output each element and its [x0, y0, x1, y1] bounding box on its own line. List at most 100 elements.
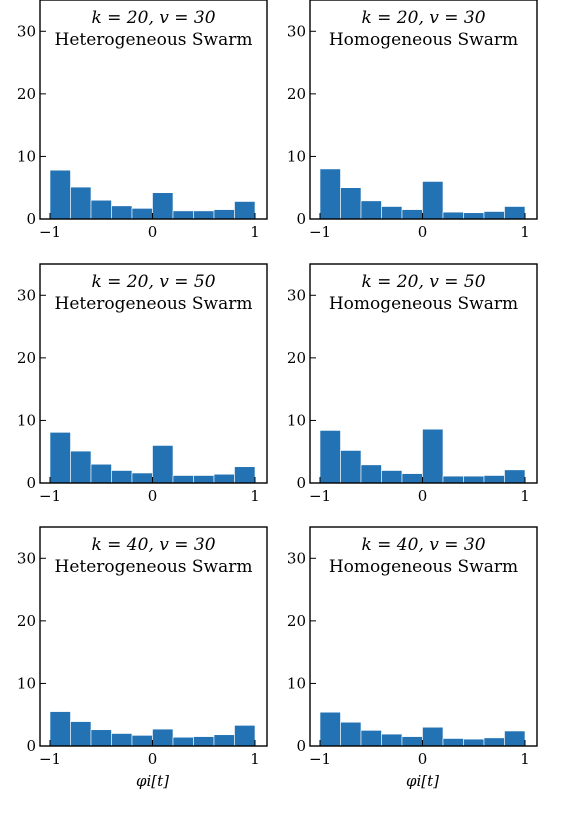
histogram-bar [381, 206, 403, 220]
histogram-bar [90, 729, 112, 747]
x-tick-label: −1 [39, 487, 61, 505]
histogram-bar [213, 734, 235, 747]
histogram-bar [360, 730, 382, 747]
axes-frame [39, 526, 268, 747]
panel-title-swarm: Homogeneous Swarm [329, 557, 518, 577]
histogram-bar [234, 725, 256, 747]
x-tick-label: 1 [250, 750, 260, 768]
y-tick-label: 30 [287, 549, 306, 567]
histogram-bar [381, 733, 403, 747]
axes-frame [39, 0, 268, 220]
histogram-bar [463, 475, 485, 484]
y-tick-label: 10 [287, 674, 306, 692]
x-tick-label: 0 [148, 223, 158, 241]
histogram-bar [152, 192, 174, 220]
x-tick-label: 1 [520, 223, 530, 241]
histogram-bar [152, 445, 174, 484]
histogram-bar [131, 735, 153, 747]
x-tick-label: 1 [250, 487, 260, 505]
histogram-bar [504, 469, 526, 484]
axes-frame [309, 0, 538, 220]
y-tick-label: 20 [287, 612, 306, 630]
axes-frame [39, 263, 268, 484]
y-tick-label: 20 [17, 612, 36, 630]
x-tick-label: −1 [309, 223, 331, 241]
x-tick-label: 1 [250, 223, 260, 241]
histogram-bar [234, 201, 256, 220]
histogram-bar [442, 738, 464, 747]
histogram-bar [49, 169, 71, 220]
histogram-bar [234, 466, 256, 484]
histogram-bar [111, 733, 133, 747]
panel-title-swarm: Homogeneous Swarm [329, 30, 518, 50]
y-tick-label: 0 [296, 210, 306, 228]
y-tick-label: 0 [296, 737, 306, 755]
y-tick-label: 20 [17, 349, 36, 367]
histogram-bar [172, 736, 194, 747]
x-tick-label: 0 [148, 487, 158, 505]
histogram-bar [504, 730, 526, 747]
panel-title-swarm: Heterogeneous Swarm [55, 294, 253, 314]
y-tick-label: 30 [17, 22, 36, 40]
histogram-bar [381, 470, 403, 484]
x-tick-label: −1 [39, 223, 61, 241]
histogram-bar [483, 475, 505, 484]
histogram-bar [360, 200, 382, 220]
histogram-bar [172, 475, 194, 484]
histogram-bar [422, 726, 444, 747]
histogram-bar [90, 199, 112, 220]
histogram-bar [401, 736, 423, 747]
y-tick-label: 0 [26, 737, 36, 755]
histogram-bar [70, 186, 92, 220]
panel-title-params: k = 20, v = 30 [361, 8, 485, 28]
x-tick-label: 0 [148, 750, 158, 768]
y-tick-label: 20 [287, 85, 306, 103]
histogram-bar [70, 721, 92, 747]
histogram-bar [90, 463, 112, 484]
panel-title-swarm: Heterogeneous Swarm [55, 30, 253, 50]
histogram-bar [360, 464, 382, 484]
y-tick-label: 10 [17, 674, 36, 692]
histogram-bar [504, 206, 526, 220]
x-tick-label: 0 [418, 487, 428, 505]
x-tick-label: −1 [39, 750, 61, 768]
axes-frame [309, 526, 538, 747]
histogram-bar [340, 721, 362, 747]
histogram-bar [213, 473, 235, 484]
histogram-bar [422, 428, 444, 484]
histogram-bar [49, 711, 71, 747]
x-axis-label: φi[t] [406, 772, 439, 790]
y-tick-label: 20 [287, 349, 306, 367]
x-tick-label: 1 [520, 750, 530, 768]
x-tick-label: 1 [520, 487, 530, 505]
histogram-bar [111, 205, 133, 220]
histogram-bar [340, 450, 362, 484]
panel-title-swarm: Heterogeneous Swarm [55, 557, 253, 577]
y-tick-label: 20 [17, 85, 36, 103]
panel-title-params: k = 20, v = 50 [361, 272, 485, 292]
x-tick-label: 0 [418, 750, 428, 768]
x-tick-label: −1 [309, 750, 331, 768]
histogram-bar [172, 210, 194, 220]
y-tick-label: 30 [17, 549, 36, 567]
histogram-bar [193, 210, 215, 220]
histogram-bar [422, 181, 444, 220]
histogram-bar [401, 209, 423, 220]
axes-frame [309, 263, 538, 484]
histogram-bar [401, 473, 423, 484]
histogram-bar [70, 450, 92, 484]
panel-title-params: k = 40, v = 30 [91, 535, 215, 555]
panel-title-params: k = 20, v = 50 [91, 272, 215, 292]
histogram-bar [319, 168, 341, 220]
x-axis-label: φi[t] [136, 772, 169, 790]
histogram-bar [131, 208, 153, 220]
histogram-bar [131, 472, 153, 484]
histogram-bar [483, 211, 505, 220]
y-tick-label: 10 [287, 147, 306, 165]
